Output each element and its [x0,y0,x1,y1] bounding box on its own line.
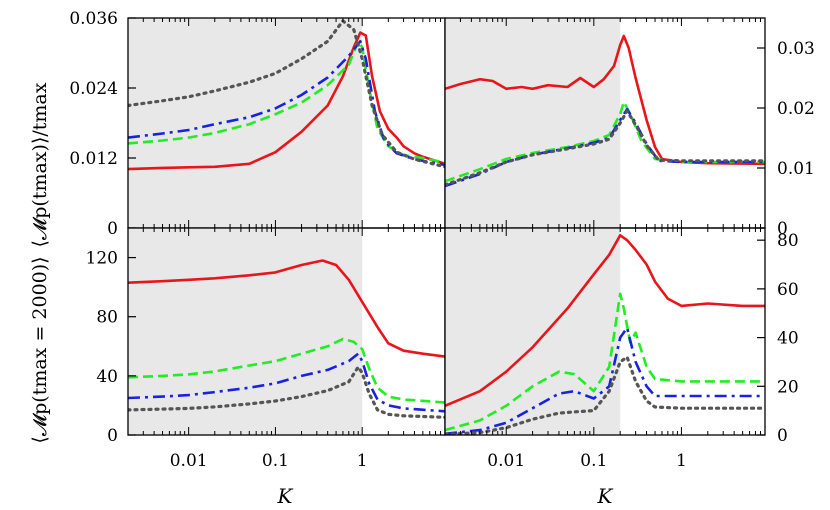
x-tick-label: 0.1 [262,451,289,471]
series-line-dashed [445,100,765,183]
y-tick-label: 0 [777,219,788,239]
series-line-solid [445,34,765,166]
y-tick-label: 0.024 [69,79,118,99]
series-line-solid [128,31,445,171]
y-tick-label: 0.02 [777,99,815,119]
x-tick-label: 1 [357,451,368,471]
series-line-dashed [128,337,445,404]
y-tick-label: 40 [96,367,118,387]
y-tick-label: 0.01 [777,159,815,179]
y-tick-label: 80 [777,231,799,251]
shaded-region [445,228,621,435]
series-line-dashdot [128,40,445,167]
panel-bottom-right: 0 20 40 60 80 0.01 0.1 1 [444,227,799,471]
y-tick-label: 0 [107,219,118,239]
y-tick-label: 80 [96,308,118,328]
series-line-dotted [128,365,445,419]
x-axis-label-right: K [597,484,614,508]
y-tick-label: 0 [777,426,788,446]
series-line-dotted [128,19,445,169]
series-line-dotted [445,355,765,435]
x-tick-label: 0.1 [580,451,607,471]
x-tick-label: 0.01 [170,451,208,471]
y-tick-label: 0.012 [69,149,118,169]
panel-top-left: 0 0.012 0.024 0.036 [69,9,446,239]
y-tick-label: 0 [107,426,118,446]
y-axis-label-bottom: ⟨𝓜p(tmax = 2000)⟩ [29,256,51,443]
y-axis-label-top: ⟨𝓜p(tmax)⟩/tmax [29,82,51,247]
y-tick-label: 60 [777,280,799,300]
shaded-region [128,228,363,435]
series-line-solid [445,234,765,407]
y-tick-label: 20 [777,377,799,397]
panel-frame [444,227,766,436]
x-tick-label: 0.01 [487,451,525,471]
series-line-solid [128,259,445,358]
y-tick-label: 120 [86,249,118,269]
series-line-dashed [445,292,765,432]
panel-top-right: 0 0.01 0.02 0.03 [444,17,815,239]
shaded-region [445,18,621,228]
x-tick-label: 1 [676,451,687,471]
series-line-dashdot [445,326,765,435]
y-tick-label: 0.03 [777,39,815,59]
shaded-region [128,18,363,228]
y-tick-label: 0.036 [69,9,118,29]
x-axis-label-left: K [277,484,294,508]
series-line-dashdot [128,352,445,413]
y-tick-label: 40 [777,329,799,349]
series-line-dotted [445,109,765,187]
panels: 00.0120.0240.03600.010.020.03040801200.0… [69,9,815,471]
panel-bottom-left: 0 40 80 120 0.01 0.1 1 [86,227,446,471]
